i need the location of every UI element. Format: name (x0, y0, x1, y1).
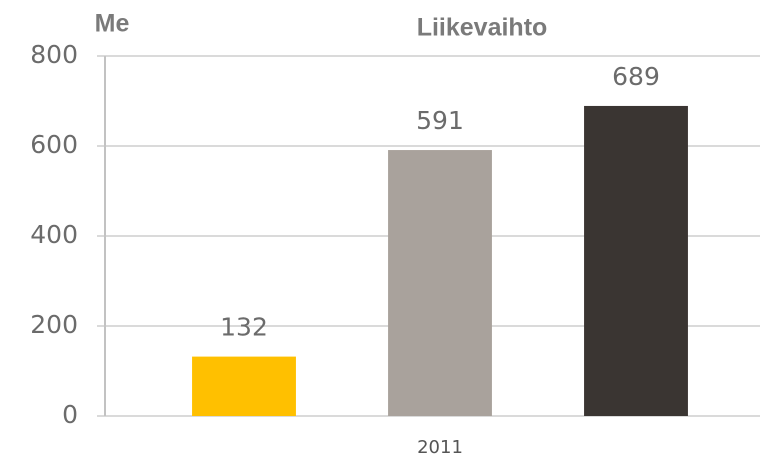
data-label: 132 (220, 313, 268, 342)
y-tick-label: 600 (30, 130, 78, 159)
data-label: 689 (612, 62, 660, 91)
x-tick-label: 2011 (417, 437, 463, 458)
bar (192, 356, 296, 416)
y-tick-label: 200 (30, 310, 78, 339)
data-label: 591 (416, 106, 464, 135)
bar (388, 150, 492, 417)
y-tick-label: 400 (30, 220, 78, 249)
y-tick-label: 0 (62, 400, 78, 429)
y-axis-label: Me (95, 10, 130, 38)
bar (584, 105, 688, 416)
y-tick-label: 800 (30, 40, 78, 69)
chart-title: Liikevaihto (417, 14, 548, 42)
